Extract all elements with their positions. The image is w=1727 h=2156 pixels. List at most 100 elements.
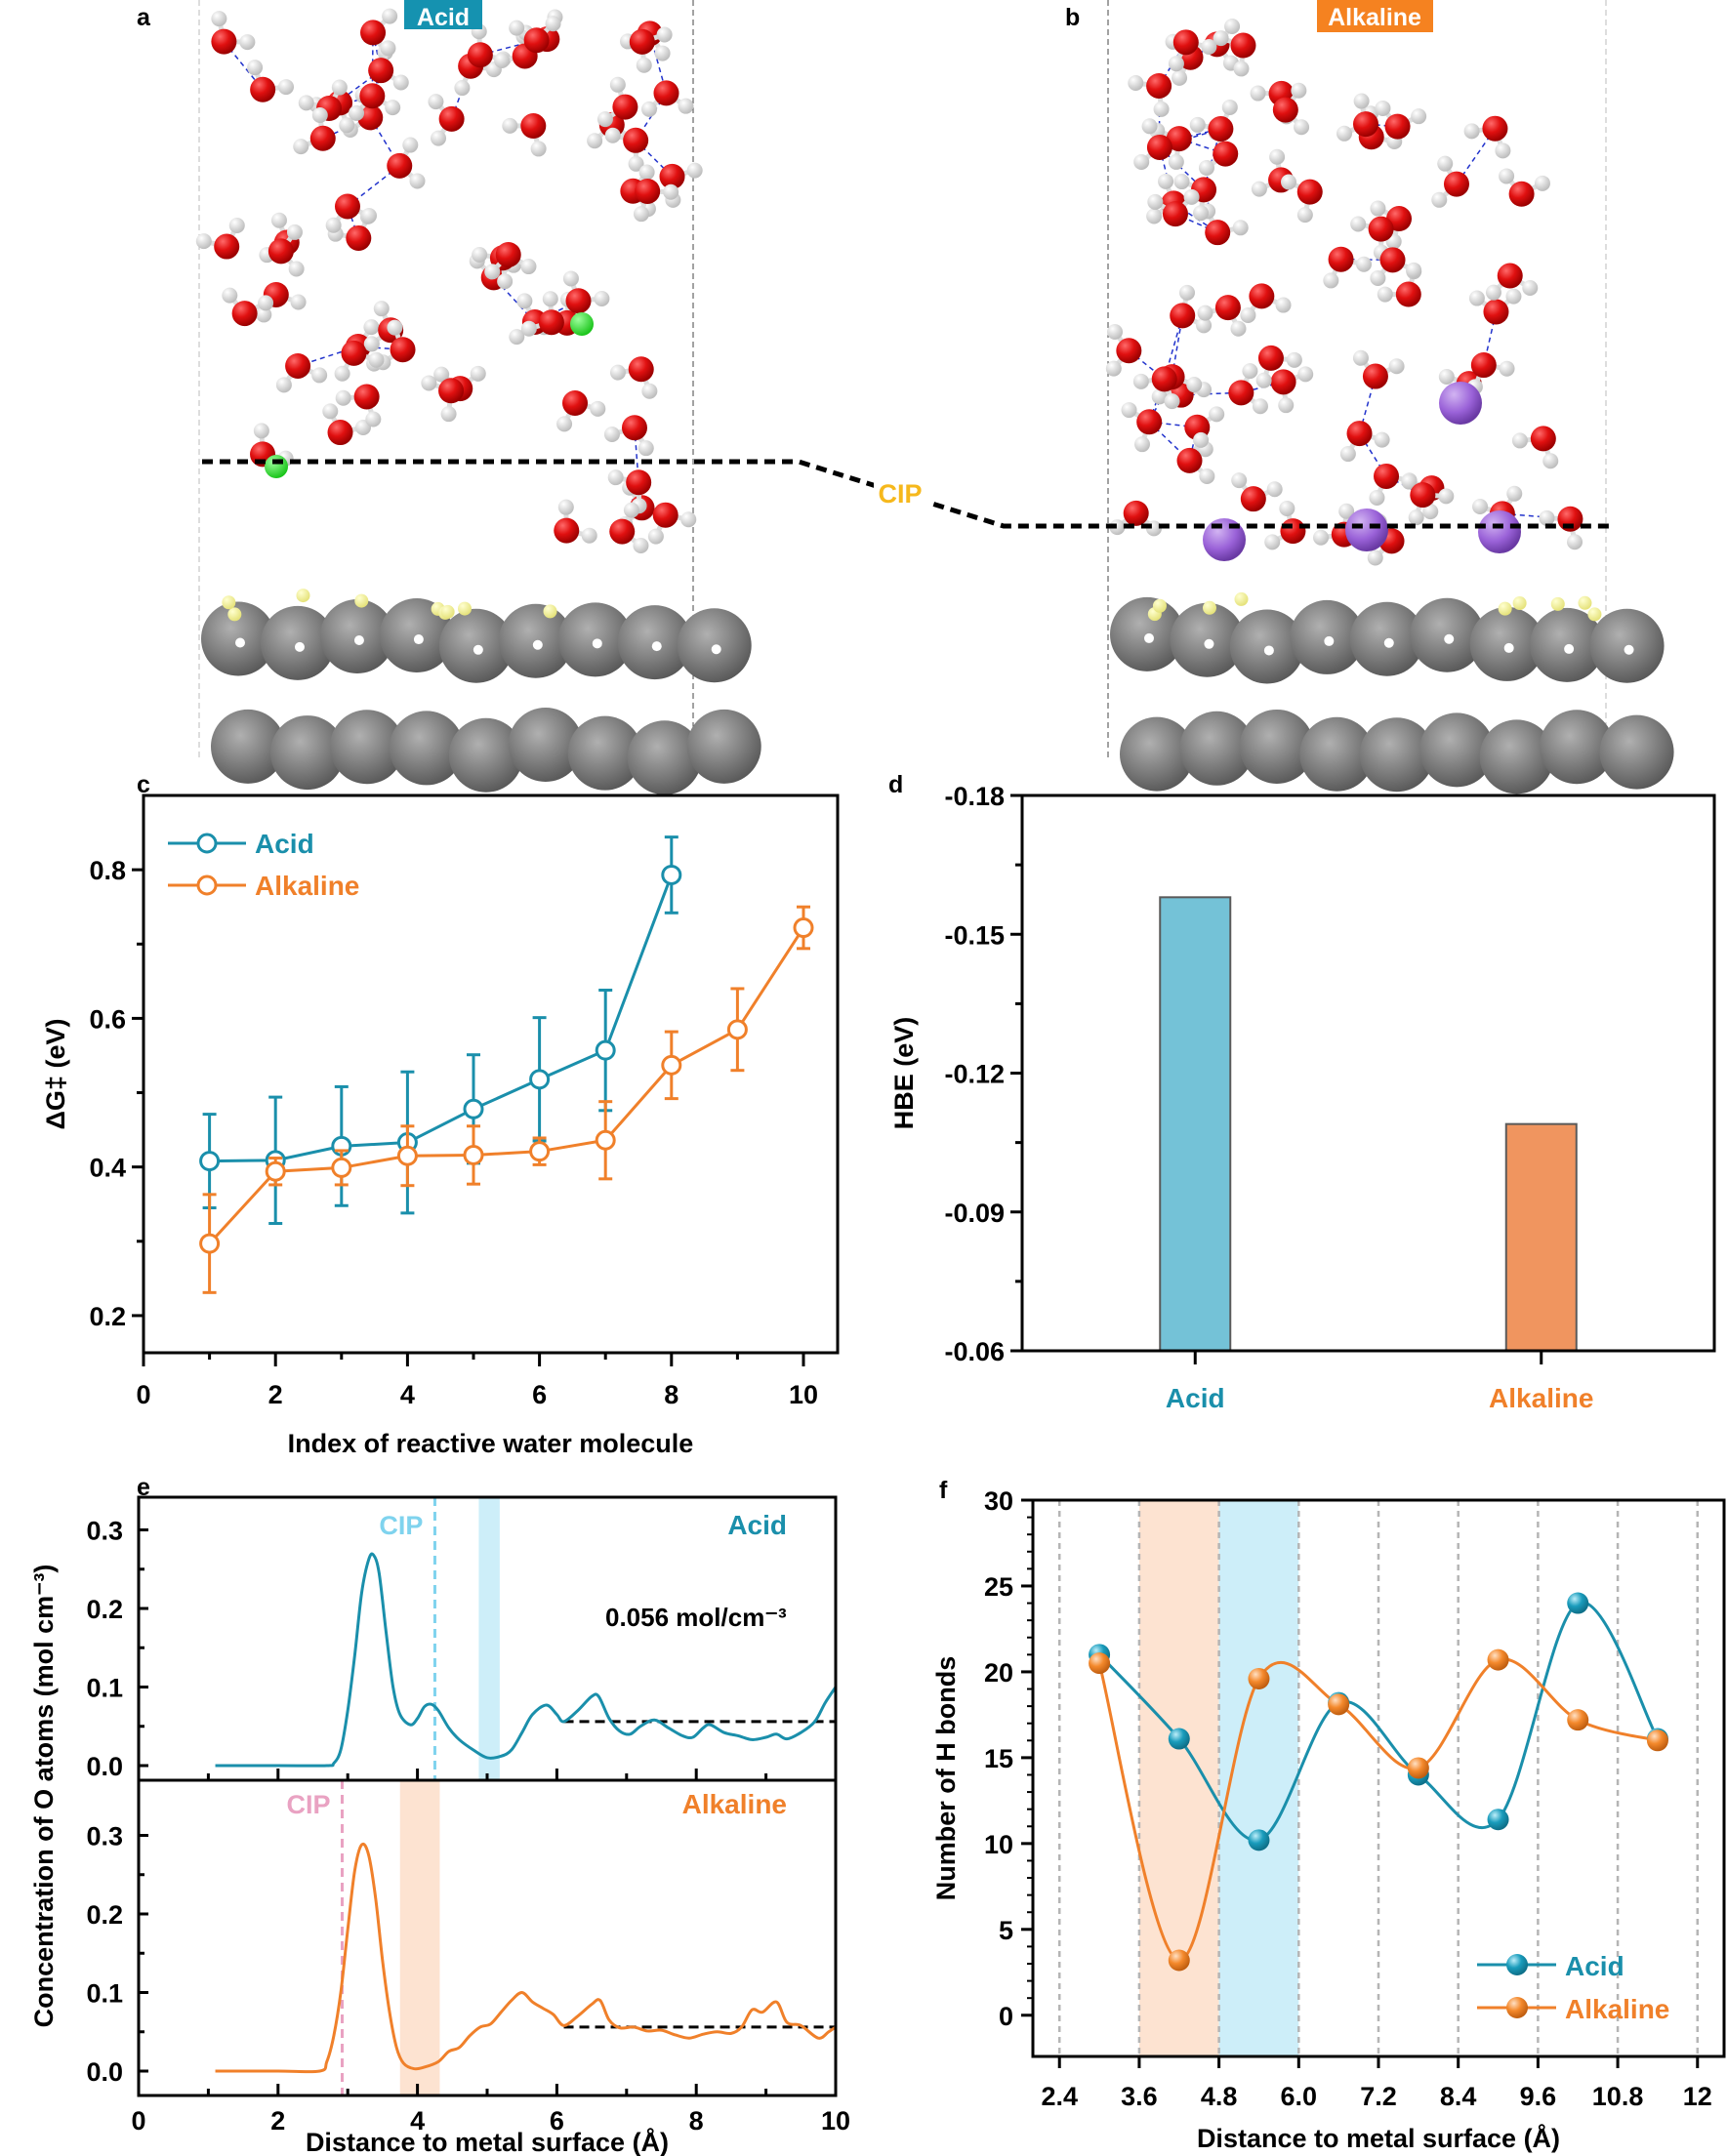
hydrogen-atom	[633, 206, 649, 223]
hydrogen-atom	[1539, 509, 1555, 526]
metal-highlight	[353, 634, 364, 645]
hydrogen-atom	[1297, 366, 1314, 383]
data-point	[1487, 1809, 1509, 1831]
hydrogen-atom	[636, 57, 652, 73]
adsorbed-hydrogen	[1587, 607, 1602, 622]
data-point	[463, 1144, 484, 1165]
data-point	[595, 1039, 616, 1061]
metal-atom	[389, 711, 464, 786]
data-point	[726, 1019, 748, 1040]
metal-highlight	[413, 634, 424, 645]
data-point	[1407, 1757, 1429, 1779]
adsorbed-hydrogen	[1578, 595, 1592, 610]
metal-atom	[269, 715, 345, 791]
metal-atom	[1419, 712, 1495, 788]
oxygen-atom	[359, 83, 386, 109]
hydrogen-atom	[1339, 446, 1356, 463]
oxygen-atom	[1176, 447, 1203, 473]
oxygen-atom	[495, 241, 521, 267]
plot-frame	[1020, 793, 1716, 1353]
x-tick-label: 9.6	[1520, 2082, 1557, 2111]
hydrogen-atom	[581, 527, 597, 544]
data-point	[661, 1054, 682, 1076]
oxygen-atom	[1208, 116, 1234, 142]
hydrogen-atom	[1291, 82, 1307, 99]
hydrogen-atom	[1350, 216, 1367, 232]
metal-highlight	[1624, 644, 1634, 655]
hydrogen-atom	[656, 26, 673, 43]
oxygen-atom	[609, 518, 636, 545]
y-tick-label: 0.1	[86, 1979, 123, 2009]
x-axis-label: Index of reactive water molecule	[288, 1429, 694, 1458]
hydrogen-atom	[1422, 504, 1439, 520]
data-point	[331, 1157, 352, 1178]
oxygen-atom	[1352, 111, 1378, 138]
hydrogen-atom	[1141, 118, 1158, 135]
hydrogen-atom	[1438, 369, 1455, 386]
hydrogen-atom	[1193, 205, 1210, 222]
hydrogen-atom	[1401, 473, 1418, 490]
metal-highlight	[1564, 643, 1575, 654]
hydrogen-atom	[1213, 30, 1229, 47]
hydrogen-atom	[1133, 153, 1150, 170]
metal-highlight	[592, 638, 602, 649]
hydrogen-atom	[497, 273, 514, 290]
hydrogen-atom	[1495, 142, 1511, 159]
metal-atom	[1120, 716, 1194, 792]
hydrogen-atom	[1264, 534, 1281, 550]
series-line-alkaline	[208, 926, 805, 1245]
potassium-cation	[1478, 510, 1521, 553]
panel-b: b Alkaline	[1065, 0, 1674, 794]
hydrogen-atom	[1431, 191, 1448, 208]
hydrogen-atom	[1196, 317, 1213, 334]
panel-a: a Acid	[137, 0, 761, 795]
oxygen-atom	[623, 127, 649, 153]
hydrogen-atom	[311, 106, 328, 123]
hydrogen-atom	[654, 45, 671, 61]
hydrogen-atom	[628, 155, 644, 172]
metal-highlight	[294, 641, 305, 652]
hydrogen-atom	[609, 76, 626, 93]
oxygen-atom	[612, 94, 638, 120]
metal-atom	[1540, 710, 1615, 785]
y-tick-label: 0.8	[89, 856, 126, 885]
hydrogen-atom	[275, 377, 292, 393]
x-tick-label: 0	[131, 2106, 145, 2136]
oxygen-atom	[629, 28, 655, 55]
chart-f-h-bonds: f 2.4 3.6 4.8 6.0 7.2 8.4 9.6 10.8 12 0 5 10 15 20 25 30…	[931, 1477, 1726, 2153]
y-tick-label: 0.2	[86, 1900, 123, 1930]
y-tick-label: -0.09	[944, 1199, 1005, 1228]
hydrogen-atom	[322, 403, 339, 420]
y-axis-label: Number of H bonds	[931, 1656, 961, 1901]
hydrogen-atom	[1186, 377, 1203, 393]
potassium-cation	[1439, 382, 1482, 425]
hydrogen-atom	[421, 375, 437, 391]
metal-atom	[1239, 709, 1314, 784]
hydrogen-atom	[247, 60, 264, 76]
adsorbed-hydrogen	[1234, 591, 1249, 606]
x-axis-label: Distance to metal surface (Å)	[1197, 2123, 1560, 2153]
x-tick-label: 6	[550, 2106, 564, 2136]
hydrogen-atom	[603, 426, 620, 442]
hydrogen-atom	[1199, 468, 1215, 484]
y-tick-label: 0.1	[86, 1674, 123, 1703]
oxygen-atom	[1205, 220, 1231, 246]
data-point	[1567, 1709, 1589, 1731]
potassium-cation	[1345, 508, 1388, 551]
legend-label-alkaline: Alkaline	[255, 871, 359, 901]
hydrogen-atom	[1105, 360, 1122, 377]
x-tick-label: 12	[1683, 2082, 1712, 2111]
hydrogen-atom	[1197, 305, 1213, 321]
hydrogen-atom	[1164, 393, 1180, 410]
hydrogen-atom	[1193, 431, 1210, 448]
hydrogen-atom	[1468, 290, 1485, 306]
y-tick-label: 30	[984, 1486, 1013, 1516]
metal-atom	[1179, 711, 1254, 786]
oxygen-atom	[467, 42, 493, 68]
oxygen-atom	[1379, 247, 1406, 273]
adsorbed-hydrogen	[227, 607, 242, 622]
metal-highlight	[1263, 645, 1274, 656]
legend-marker	[196, 875, 218, 896]
hydrogen-atom	[557, 499, 574, 515]
hydrogen-atom	[1438, 488, 1455, 505]
